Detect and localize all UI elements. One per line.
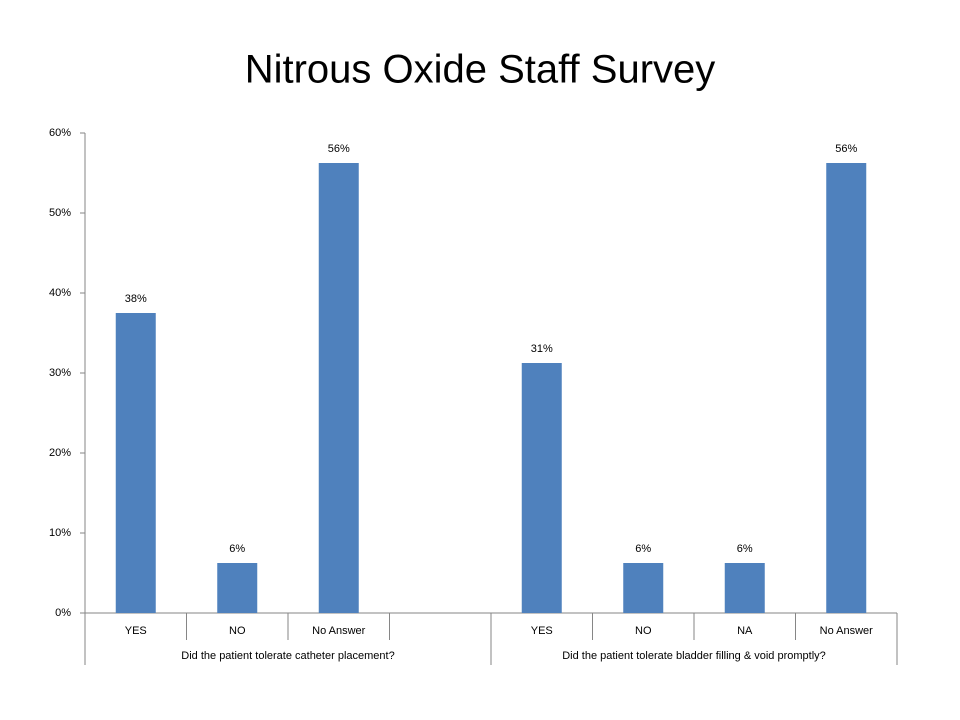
x-tick-label: YES bbox=[531, 625, 553, 637]
value-label: 6% bbox=[635, 543, 651, 555]
value-label: 6% bbox=[229, 543, 245, 555]
x-tick-label: No Answer bbox=[312, 625, 366, 637]
y-tick-label: 40% bbox=[49, 287, 71, 299]
bar bbox=[217, 563, 258, 613]
x-tick-label: NO bbox=[635, 625, 652, 637]
y-tick-label: 60% bbox=[49, 127, 71, 139]
bar bbox=[318, 163, 359, 613]
y-tick-label: 50% bbox=[49, 207, 71, 219]
x-tick-label: NO bbox=[229, 625, 246, 637]
y-tick-label: 10% bbox=[49, 527, 71, 539]
group-label: Did the patient tolerate catheter placem… bbox=[181, 650, 394, 662]
value-label: 6% bbox=[737, 543, 753, 555]
y-tick-label: 20% bbox=[49, 447, 71, 459]
bar bbox=[115, 313, 156, 613]
bar bbox=[826, 163, 867, 613]
group-label: Did the patient tolerate bladder filling… bbox=[562, 650, 826, 662]
chart-title: Nitrous Oxide Staff Survey bbox=[245, 48, 716, 92]
bar bbox=[623, 563, 664, 613]
value-label: 38% bbox=[125, 293, 147, 305]
x-tick-label: No Answer bbox=[820, 625, 874, 637]
bar bbox=[724, 563, 765, 613]
value-label: 56% bbox=[328, 143, 350, 155]
value-label: 56% bbox=[835, 143, 857, 155]
bar bbox=[521, 363, 562, 613]
x-tick-label: NA bbox=[737, 625, 753, 637]
x-tick-label: YES bbox=[125, 625, 147, 637]
y-tick-label: 0% bbox=[55, 607, 71, 619]
value-label: 31% bbox=[531, 343, 553, 355]
y-tick-label: 30% bbox=[49, 367, 71, 379]
